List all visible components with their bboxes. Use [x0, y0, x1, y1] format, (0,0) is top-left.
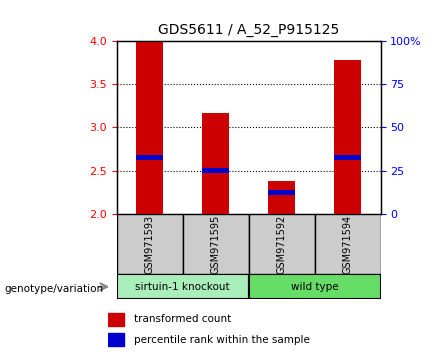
Text: wild type: wild type — [291, 282, 338, 292]
Bar — [268, 181, 295, 214]
Bar — [202, 113, 229, 214]
Title: GDS5611 / A_52_P915125: GDS5611 / A_52_P915125 — [158, 23, 339, 37]
Bar — [249, 214, 315, 274]
Bar — [268, 190, 295, 195]
Text: sirtuin-1 knockout: sirtuin-1 knockout — [135, 282, 230, 292]
Bar — [108, 313, 125, 326]
Bar — [202, 168, 229, 172]
Bar — [136, 155, 163, 160]
Text: GSM971594: GSM971594 — [343, 215, 352, 274]
Bar — [183, 214, 249, 274]
Bar — [136, 41, 163, 214]
Text: GSM971592: GSM971592 — [277, 215, 286, 274]
Text: GSM971595: GSM971595 — [211, 215, 220, 274]
Bar — [117, 274, 249, 299]
Text: transformed count: transformed count — [134, 314, 231, 325]
Bar — [117, 214, 183, 274]
Bar — [334, 60, 361, 214]
Text: genotype/variation: genotype/variation — [4, 284, 103, 293]
Bar — [249, 274, 381, 299]
Text: percentile rank within the sample: percentile rank within the sample — [134, 335, 310, 345]
Bar — [108, 333, 125, 346]
Text: GSM971593: GSM971593 — [145, 215, 154, 274]
Bar — [315, 214, 381, 274]
Bar — [334, 155, 361, 160]
